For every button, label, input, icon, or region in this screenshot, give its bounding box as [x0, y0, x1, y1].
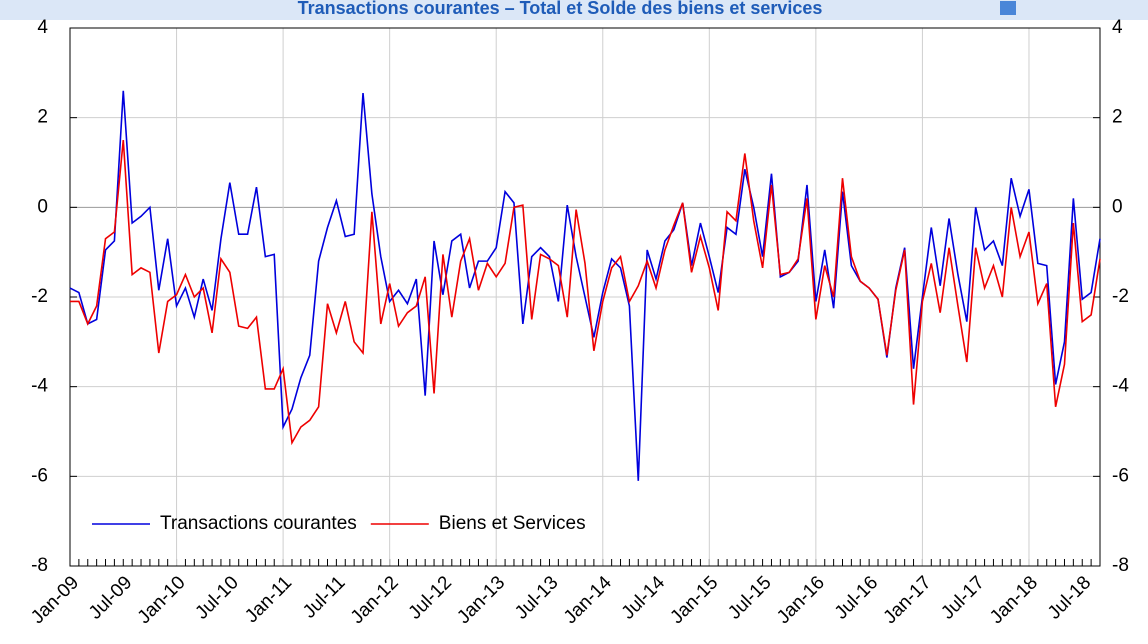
series-line: [69, 90, 1101, 481]
x-tick-label: Jul-09: [85, 572, 136, 623]
plot-frame: [69, 27, 1101, 567]
y2-tick-label: 0: [1112, 196, 1123, 217]
x-tick-label: Jan-15: [666, 572, 722, 628]
x-tick-label: Jan-11: [241, 572, 296, 627]
y-tick-label: -6: [31, 465, 48, 486]
x-tick-label: Jan-13: [453, 572, 509, 628]
x-tick-label: Jan-12: [347, 572, 403, 628]
y-tick-label: -4: [31, 376, 48, 397]
y-tick-label: 2: [37, 107, 48, 128]
y2-tick-label: -6: [1112, 465, 1129, 486]
x-tick-label: Jan-17: [880, 572, 936, 628]
x-tick-label: Jul-17: [937, 572, 988, 623]
y-tick-label: -2: [31, 286, 48, 307]
y-tick-label: 0: [37, 196, 48, 217]
series-line: [70, 140, 1101, 446]
title-band: [0, 0, 1148, 20]
y2-tick-label: 4: [1112, 17, 1123, 38]
y2-tick-label: -4: [1112, 376, 1129, 397]
x-tick-label: Jul-10: [191, 572, 242, 623]
title-icon: [1000, 1, 1016, 15]
x-tick-label: Jan-16: [773, 572, 829, 628]
x-tick-label: Jul-15: [724, 572, 775, 623]
y2-tick-label: -2: [1112, 286, 1129, 307]
chart-title: Transactions courantes – Total et Solde …: [298, 0, 823, 18]
x-tick-label: Jul-11: [299, 572, 349, 622]
x-tick-label: Jan-10: [134, 572, 190, 628]
x-tick-label: Jul-14: [618, 572, 670, 624]
y-tick-label: 4: [37, 17, 48, 38]
legend-label: Biens et Services: [439, 513, 586, 534]
x-tick-label: Jul-13: [511, 572, 562, 623]
y-tick-label: -8: [31, 555, 48, 576]
y2-tick-label: 2: [1112, 107, 1123, 128]
x-tick-label: Jul-16: [831, 572, 882, 623]
legend-label: Transactions courantes: [160, 513, 357, 534]
x-tick-label: Jan-09: [27, 572, 83, 628]
x-tick-label: Jul-18: [1044, 572, 1095, 623]
y2-tick-label: -8: [1112, 555, 1129, 576]
x-tick-label: Jan-14: [560, 572, 616, 628]
x-tick-label: Jan-18: [986, 572, 1042, 628]
x-tick-label: Jul-12: [405, 572, 456, 623]
